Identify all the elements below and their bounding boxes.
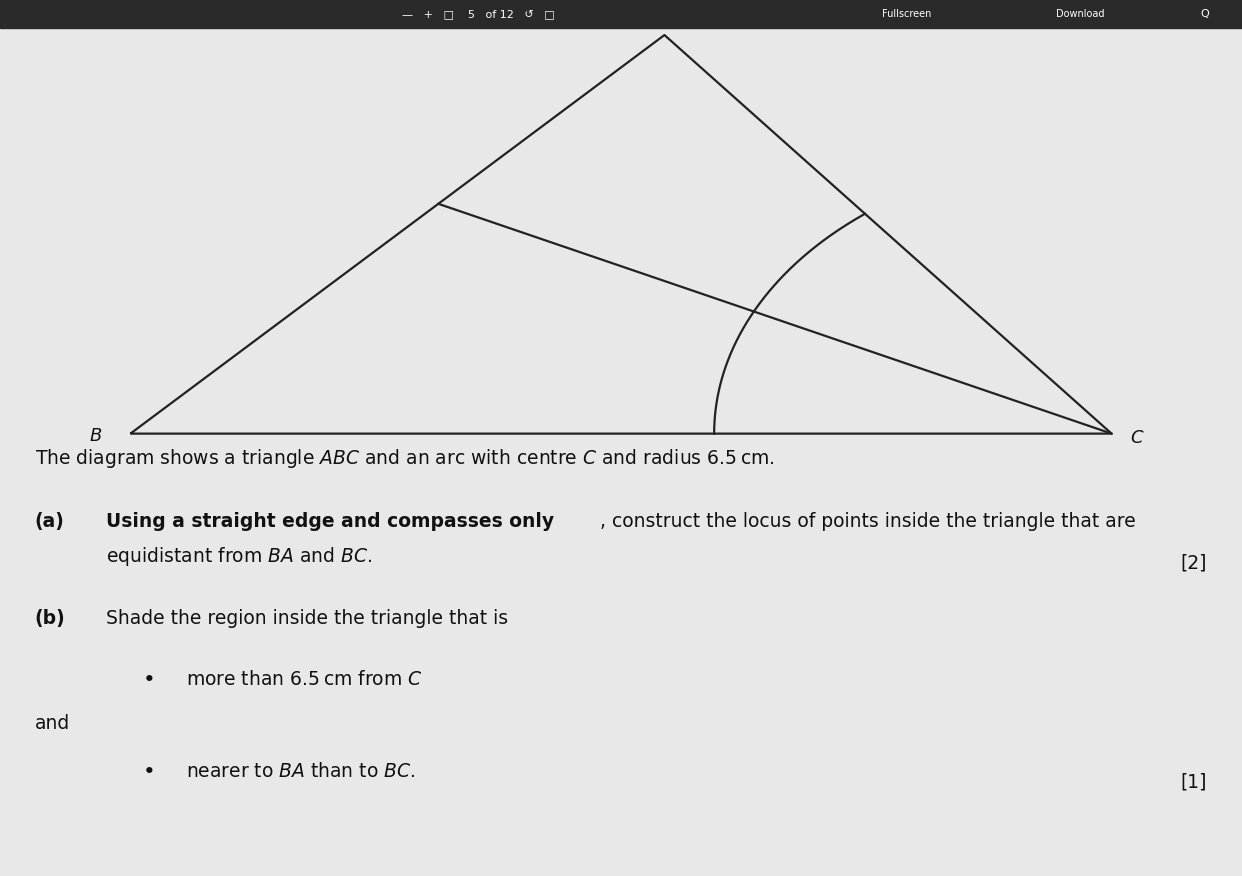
Text: B: B <box>89 427 102 445</box>
Text: •: • <box>143 670 155 690</box>
Text: Fullscreen: Fullscreen <box>882 9 932 19</box>
Text: Shade the region inside the triangle that is: Shade the region inside the triangle tha… <box>106 609 508 628</box>
Text: A: A <box>658 10 671 28</box>
Text: Q: Q <box>1200 9 1210 19</box>
Text: •: • <box>143 762 155 782</box>
Text: C: C <box>1130 429 1143 447</box>
Text: —   +   □    5   of 12   ↺   □: — + □ 5 of 12 ↺ □ <box>402 9 554 19</box>
Text: Download: Download <box>1056 9 1105 19</box>
Text: equidistant from $BA$ and $BC$.: equidistant from $BA$ and $BC$. <box>106 545 371 568</box>
Text: and: and <box>35 714 70 733</box>
Text: , construct the locus of points inside the triangle that are: , construct the locus of points inside t… <box>600 512 1135 532</box>
Text: (a): (a) <box>35 512 65 532</box>
Text: Using a straight edge and compasses only: Using a straight edge and compasses only <box>106 512 554 532</box>
Text: (b): (b) <box>35 609 66 628</box>
Bar <box>0 0 1242 28</box>
Text: more than 6.5 cm from $C$: more than 6.5 cm from $C$ <box>186 670 424 689</box>
Text: [1]: [1] <box>1181 773 1207 792</box>
Text: [2]: [2] <box>1181 554 1207 573</box>
Text: nearer to $BA$ than to $BC$.: nearer to $BA$ than to $BC$. <box>186 762 416 781</box>
Text: The diagram shows a triangle $ABC$ and an arc with centre $C$ and radius 6.5 cm.: The diagram shows a triangle $ABC$ and a… <box>35 447 775 470</box>
